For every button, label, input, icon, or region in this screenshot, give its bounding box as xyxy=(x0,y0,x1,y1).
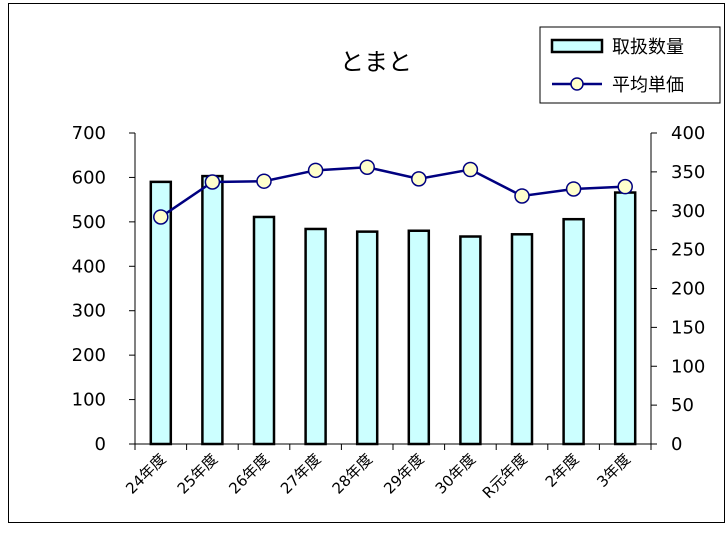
y-right-tick-label: 50 xyxy=(671,395,694,416)
bar-27年度 xyxy=(304,227,327,446)
y-right-tick-label: 150 xyxy=(671,317,705,338)
line-point-27年度 xyxy=(307,162,324,179)
line-point-26年度 xyxy=(256,173,272,189)
y-left-tick-label: 600 xyxy=(72,167,106,188)
x-tick-label: 2年度 xyxy=(542,450,583,491)
y-right-tick-label: 300 xyxy=(671,201,705,222)
y-left-tick-label: 300 xyxy=(72,301,106,322)
bar-26年度 xyxy=(252,215,276,446)
line-point-3年度 xyxy=(617,178,633,195)
bar-30年度 xyxy=(459,235,482,446)
x-tick-label: 25年度 xyxy=(174,450,221,497)
x-tick-label: 24年度 xyxy=(122,450,169,497)
line-point-2年度 xyxy=(565,181,582,197)
y-left-tick-label: 0 xyxy=(95,434,106,455)
x-tick-label: 26年度 xyxy=(225,450,272,497)
legend: 取扱数量 平均単価 xyxy=(539,26,721,104)
x-tick-label: 27年度 xyxy=(277,450,324,497)
y-right-tick-label: 100 xyxy=(671,356,705,377)
x-tick-label: 3年度 xyxy=(593,450,634,491)
line-point-R元年度 xyxy=(514,188,530,204)
bars xyxy=(149,174,637,446)
y-left-tick-label: 500 xyxy=(72,212,106,233)
x-tick-label: 28年度 xyxy=(329,450,376,497)
y-left-tick-label: 100 xyxy=(72,390,106,411)
bar-29年度 xyxy=(407,229,431,446)
bar-2年度 xyxy=(562,217,585,446)
line-point-29年度 xyxy=(411,171,427,187)
bar-24年度 xyxy=(149,180,173,446)
x-tick-label: R元年度 xyxy=(479,450,531,502)
line-series xyxy=(153,159,633,225)
line-path xyxy=(160,165,626,219)
legend-label-line: 平均単価 xyxy=(612,75,684,96)
legend-swatch-bar xyxy=(550,38,604,54)
bar-28年度 xyxy=(355,230,379,446)
line-point-24年度 xyxy=(153,209,169,225)
y-right-tick-label: 200 xyxy=(671,279,705,300)
y-left-tick-label: 700 xyxy=(72,123,106,144)
y-right-tick-label: 350 xyxy=(671,162,705,183)
line-point-28年度 xyxy=(359,159,375,175)
bar-3年度 xyxy=(613,191,637,446)
x-tick-label: 29年度 xyxy=(380,450,427,497)
y-left-tick-label: 400 xyxy=(72,256,106,277)
y-right-tick-label: 250 xyxy=(671,240,705,261)
x-tick-label: 30年度 xyxy=(432,450,479,497)
legend-label-bar: 取扱数量 xyxy=(612,37,684,58)
y-left-tick-label: 200 xyxy=(72,345,106,366)
y-right-tick-label: 400 xyxy=(671,123,705,144)
legend-swatch-marker xyxy=(570,77,584,91)
y-right-tick-label: 0 xyxy=(671,434,682,455)
bar-R元年度 xyxy=(510,233,534,446)
line-point-30年度 xyxy=(462,161,479,178)
bar-25年度 xyxy=(201,174,224,446)
line-point-25年度 xyxy=(204,174,221,190)
chart-title: とまと xyxy=(340,48,412,76)
